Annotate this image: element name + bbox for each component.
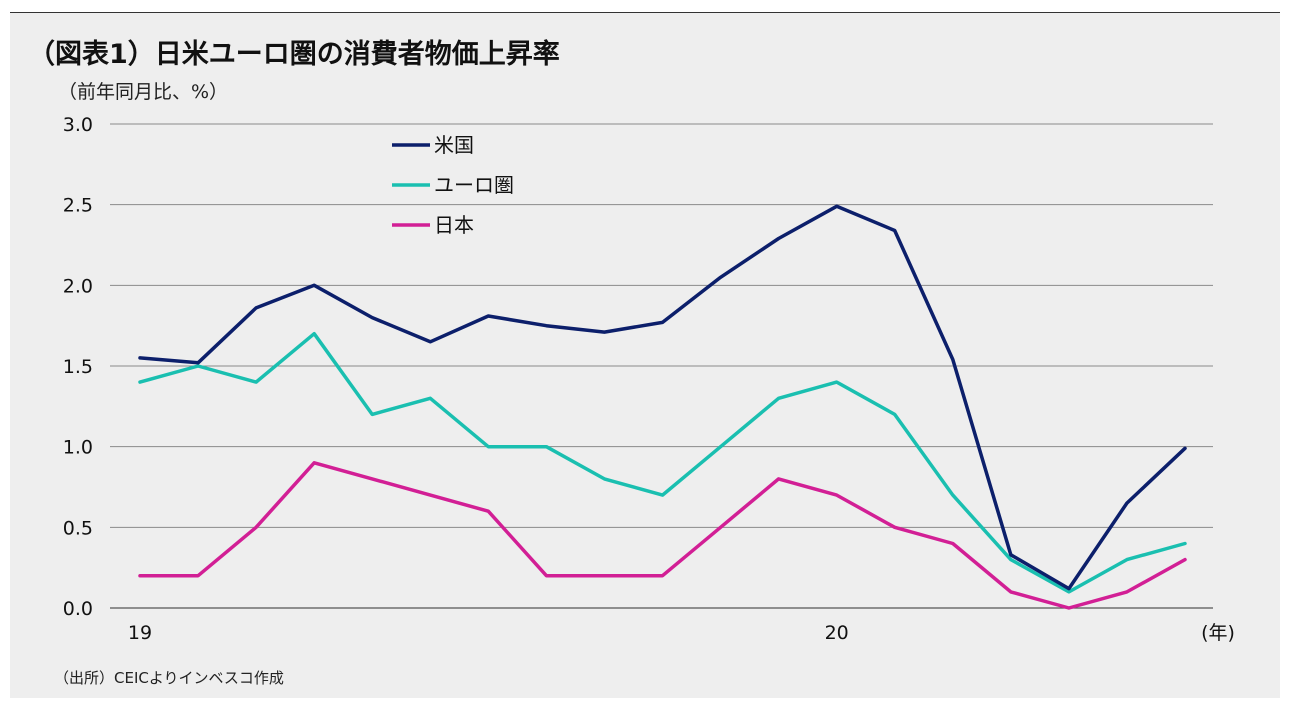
legend-label: 日本 [434,213,474,237]
x-tick-labels: 19 20 (年) [128,622,1235,644]
gridlines [110,123,1213,609]
y-tick-label: 1.5 [63,356,93,378]
chart-panel [10,12,1280,698]
y-tick-label: 1.0 [63,437,93,459]
series-line [138,204,1187,591]
legend-label: 米国 [434,133,474,157]
top-rule [10,12,1280,13]
y-tick-label: 0.5 [63,517,93,539]
x-unit-label: (年) [1201,622,1235,644]
series-line [138,331,1187,594]
chart-title: （図表1）日米ユーロ圏の消費者物価上昇率 [28,39,560,70]
y-unit-label: （前年同月比、%） [58,81,229,103]
y-tick-label: 3.0 [63,114,93,136]
series-line [138,461,1187,610]
y-tick-label: 2.0 [63,275,93,297]
y-tick-label: 2.5 [63,195,93,217]
source-note: （出所）CEICよりインベスコ作成 [54,669,284,687]
series-lines [138,204,1187,610]
y-tick-label: 0.0 [63,598,93,620]
legend-label: ユーロ圏 [434,173,514,197]
y-tick-labels: 0.0 0.5 1.0 1.5 2.0 2.5 3.0 [63,114,93,620]
x-tick-label: 20 [825,622,849,644]
x-tick-label: 19 [128,622,152,644]
